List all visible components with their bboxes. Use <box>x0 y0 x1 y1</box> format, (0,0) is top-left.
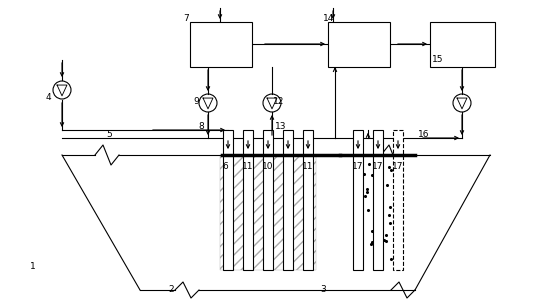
Bar <box>243 130 253 270</box>
Point <box>387 167 396 172</box>
Text: 14: 14 <box>323 14 335 23</box>
Point <box>367 241 375 246</box>
Bar <box>393 130 403 270</box>
Text: 9: 9 <box>193 97 199 106</box>
Bar <box>223 130 233 270</box>
Text: 1: 1 <box>30 262 36 271</box>
Text: 4: 4 <box>46 93 51 102</box>
Bar <box>190 22 252 67</box>
Bar <box>430 22 495 67</box>
Bar <box>220 155 316 270</box>
Text: 5: 5 <box>106 130 112 139</box>
Point <box>363 207 372 212</box>
Text: 11: 11 <box>302 162 314 171</box>
Text: 17: 17 <box>392 162 404 171</box>
Point <box>380 237 389 242</box>
Text: 10: 10 <box>262 162 274 171</box>
Text: 2: 2 <box>168 285 174 294</box>
Bar <box>283 130 293 270</box>
Text: 6: 6 <box>222 162 228 171</box>
Point <box>367 229 376 233</box>
Point <box>387 256 395 261</box>
Text: 3: 3 <box>320 285 326 294</box>
Bar <box>328 22 390 67</box>
Point <box>384 165 393 170</box>
Point <box>364 162 373 167</box>
Text: 17: 17 <box>352 162 363 171</box>
Text: 16: 16 <box>418 130 430 139</box>
Bar <box>353 130 363 270</box>
Text: 8: 8 <box>198 122 204 131</box>
Bar <box>263 130 273 270</box>
Point <box>367 173 376 178</box>
Point <box>385 221 394 225</box>
Point <box>360 171 369 176</box>
Point <box>363 187 372 192</box>
Text: 15: 15 <box>432 55 444 64</box>
Text: 11: 11 <box>242 162 253 171</box>
Text: 17: 17 <box>372 162 383 171</box>
Bar <box>303 130 313 270</box>
Point <box>362 190 371 195</box>
Point <box>382 182 391 187</box>
Point <box>367 239 376 244</box>
Bar <box>373 130 383 270</box>
Point <box>381 233 390 238</box>
Text: 13: 13 <box>275 122 286 131</box>
Point <box>382 239 390 244</box>
Bar <box>350 155 406 270</box>
Point <box>384 213 393 217</box>
Text: 12: 12 <box>273 97 284 106</box>
Point <box>385 205 394 209</box>
Text: 7: 7 <box>183 14 189 23</box>
Point <box>361 194 369 199</box>
